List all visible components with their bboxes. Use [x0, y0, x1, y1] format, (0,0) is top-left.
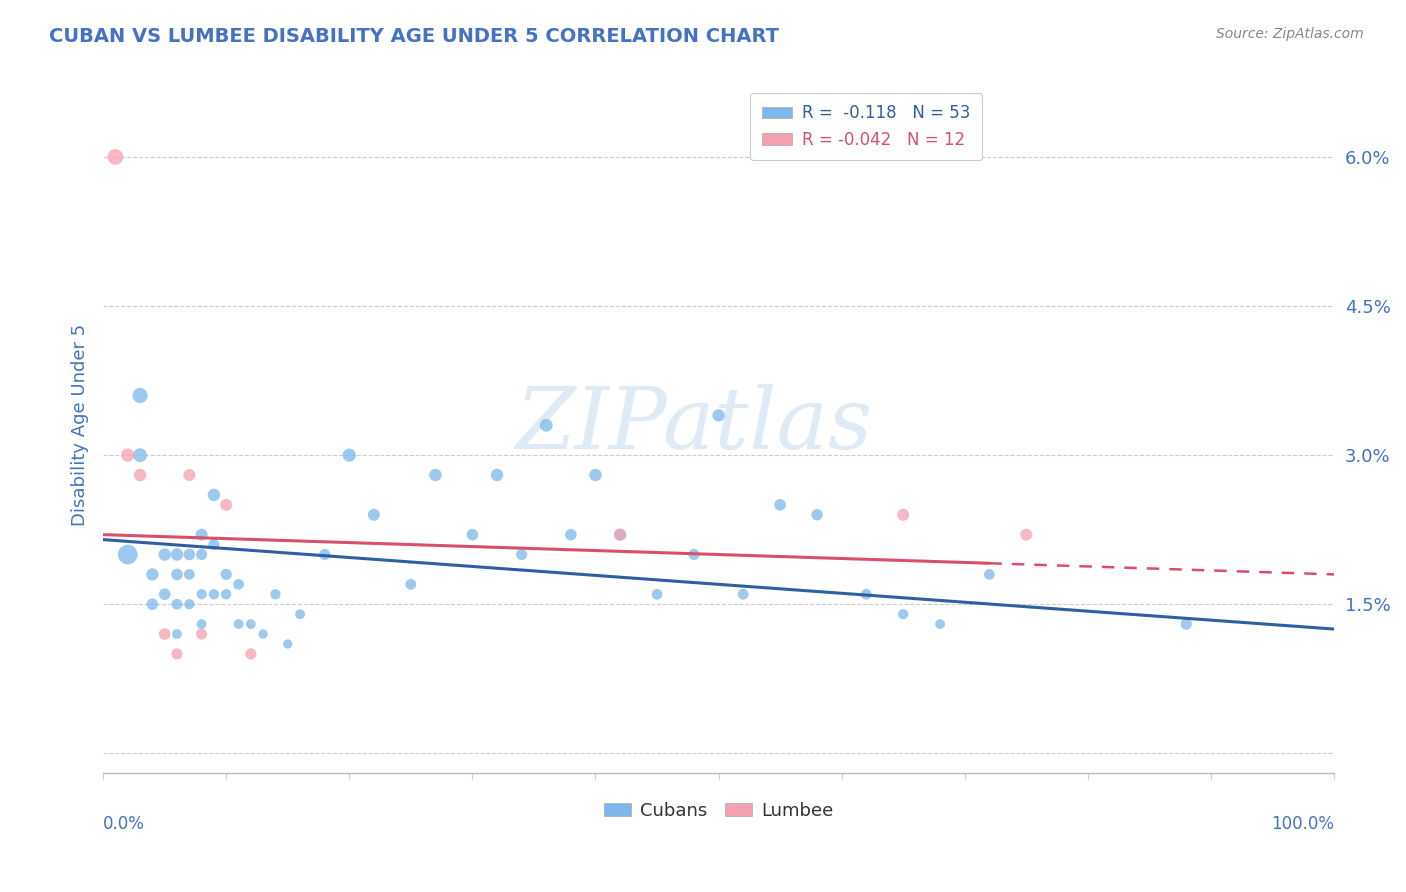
Point: [929, 617, 952, 632]
Point: [239, 647, 262, 661]
Point: [363, 508, 385, 522]
Point: [153, 627, 176, 641]
Point: [510, 548, 533, 562]
Point: [609, 527, 631, 541]
Text: Source: ZipAtlas.com: Source: ZipAtlas.com: [1216, 27, 1364, 41]
Point: [129, 468, 152, 483]
Point: [337, 448, 360, 462]
Text: 100.0%: 100.0%: [1271, 815, 1334, 833]
Point: [202, 587, 225, 601]
Point: [314, 548, 336, 562]
Point: [461, 527, 484, 541]
Text: ZIPatlas: ZIPatlas: [516, 384, 873, 467]
Point: [1015, 527, 1038, 541]
Point: [179, 567, 201, 582]
Point: [153, 587, 176, 601]
Point: [399, 577, 422, 591]
Point: [153, 548, 176, 562]
Point: [166, 647, 188, 661]
Point: [141, 567, 163, 582]
Point: [166, 597, 188, 611]
Point: [179, 548, 201, 562]
Point: [190, 548, 212, 562]
Point: [202, 538, 225, 552]
Point: [166, 567, 188, 582]
Point: [215, 498, 238, 512]
Point: [239, 617, 262, 632]
Point: [264, 587, 287, 601]
Point: [252, 627, 274, 641]
Point: [536, 418, 558, 433]
Point: [202, 488, 225, 502]
Point: [277, 637, 299, 651]
Point: [190, 527, 212, 541]
Point: [560, 527, 582, 541]
Legend: R =  -0.118   N = 53, R = -0.042   N = 12: R = -0.118 N = 53, R = -0.042 N = 12: [751, 93, 983, 161]
Point: [179, 597, 201, 611]
Point: [104, 150, 127, 164]
Point: [117, 548, 139, 562]
Point: [179, 468, 201, 483]
Point: [228, 577, 250, 591]
Point: [166, 627, 188, 641]
Point: [806, 508, 828, 522]
Point: [190, 617, 212, 632]
Point: [1175, 617, 1198, 632]
Text: CUBAN VS LUMBEE DISABILITY AGE UNDER 5 CORRELATION CHART: CUBAN VS LUMBEE DISABILITY AGE UNDER 5 C…: [49, 27, 779, 45]
Point: [683, 548, 706, 562]
Point: [129, 388, 152, 402]
Point: [485, 468, 508, 483]
Point: [979, 567, 1001, 582]
Point: [215, 567, 238, 582]
Point: [190, 587, 212, 601]
Y-axis label: Disability Age Under 5: Disability Age Under 5: [72, 324, 89, 526]
Point: [769, 498, 792, 512]
Point: [707, 409, 730, 423]
Point: [288, 607, 311, 622]
Point: [228, 617, 250, 632]
Point: [166, 548, 188, 562]
Point: [855, 587, 877, 601]
Point: [117, 448, 139, 462]
Point: [129, 448, 152, 462]
Point: [585, 468, 607, 483]
Point: [733, 587, 755, 601]
Point: [609, 527, 631, 541]
Point: [215, 587, 238, 601]
Point: [891, 607, 914, 622]
Point: [190, 627, 212, 641]
Point: [141, 597, 163, 611]
Point: [425, 468, 447, 483]
Text: 0.0%: 0.0%: [103, 815, 145, 833]
Point: [645, 587, 668, 601]
Point: [891, 508, 914, 522]
